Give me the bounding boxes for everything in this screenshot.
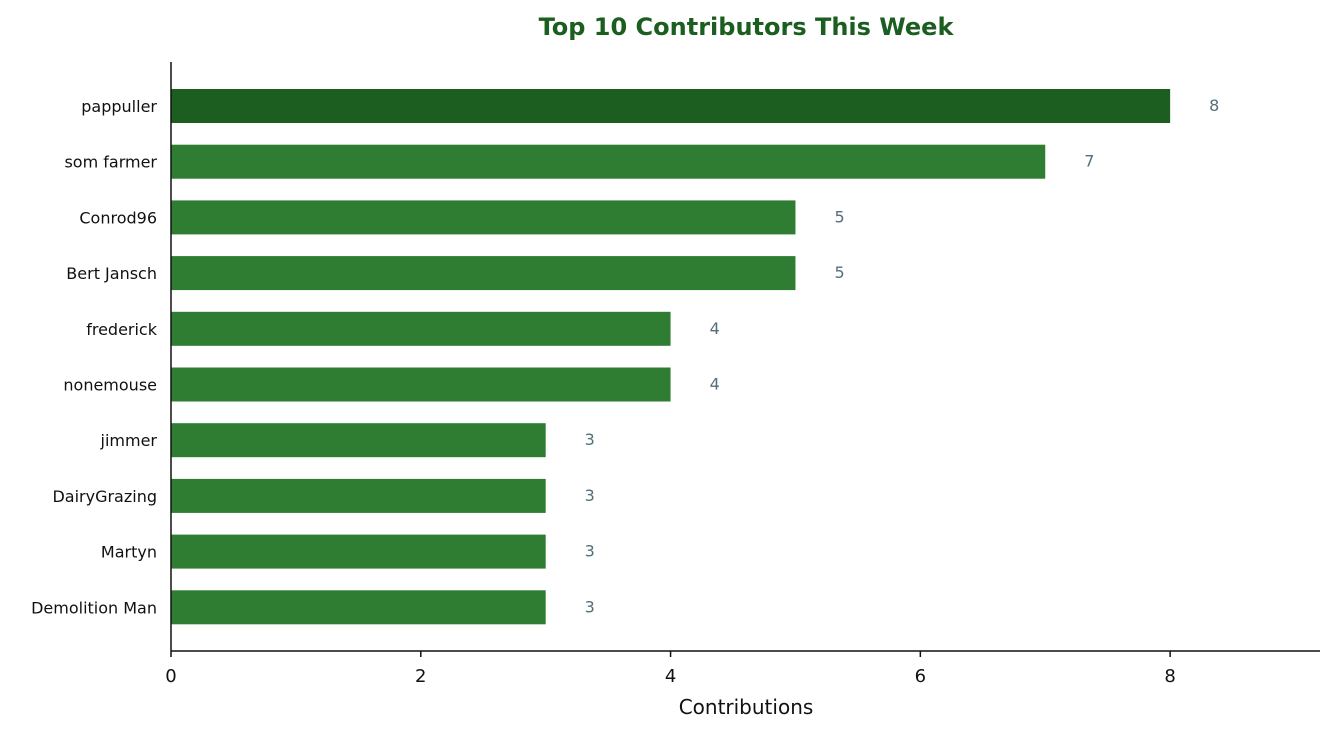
x-ticks-layer: 0 2 4 6 8 — [165, 651, 1176, 687]
category-label: Martyn — [101, 543, 157, 562]
category-label: DairyGrazing — [52, 487, 157, 506]
value-label: 7 — [1084, 152, 1094, 171]
category-label: Demolition Man — [31, 598, 157, 617]
bars-layer — [171, 89, 1171, 625]
category-label: pappuller — [81, 97, 157, 116]
value-label: 3 — [585, 430, 595, 449]
chart-title: Top 10 Contributors This Week — [539, 13, 955, 41]
bar-demolition-man — [171, 590, 546, 625]
value-labels-layer: 8 7 5 5 4 4 3 3 3 3 — [585, 96, 1220, 616]
value-label: 3 — [585, 486, 595, 505]
x-tick-label: 8 — [1164, 666, 1175, 687]
x-tick-label: 6 — [915, 666, 926, 687]
bar-som-farmer — [171, 144, 1046, 179]
x-tick-label: 4 — [665, 666, 676, 687]
value-label: 4 — [710, 319, 720, 338]
bar-bert-jansch — [171, 256, 796, 291]
x-tick-label: 2 — [415, 666, 426, 687]
bar-pappuller — [171, 89, 1171, 123]
bar-martyn — [171, 534, 546, 569]
bar-jimmer — [171, 423, 546, 458]
category-label: Bert Jansch — [66, 264, 157, 283]
bar-frederick — [171, 311, 671, 346]
value-label: 5 — [834, 263, 844, 282]
category-label: Conrod96 — [79, 208, 157, 227]
bar-nonemouse — [171, 367, 671, 402]
bar-dairygrazing — [171, 478, 546, 513]
x-tick-label: 0 — [165, 666, 176, 687]
category-label: jimmer — [100, 431, 158, 450]
category-label: som farmer — [64, 153, 157, 172]
value-label: 3 — [585, 597, 595, 616]
category-labels-layer: pappuller som farmer Conrod96 Bert Jansch fr… — [31, 97, 158, 617]
category-label: nonemouse — [63, 376, 157, 395]
value-label: 3 — [585, 542, 595, 561]
bar-conrod96 — [171, 200, 796, 235]
value-label: 4 — [710, 375, 720, 394]
value-label: 5 — [834, 207, 844, 226]
value-label: 8 — [1209, 96, 1219, 115]
category-label: frederick — [86, 320, 158, 339]
x-axis-label: Contributions — [679, 695, 814, 719]
